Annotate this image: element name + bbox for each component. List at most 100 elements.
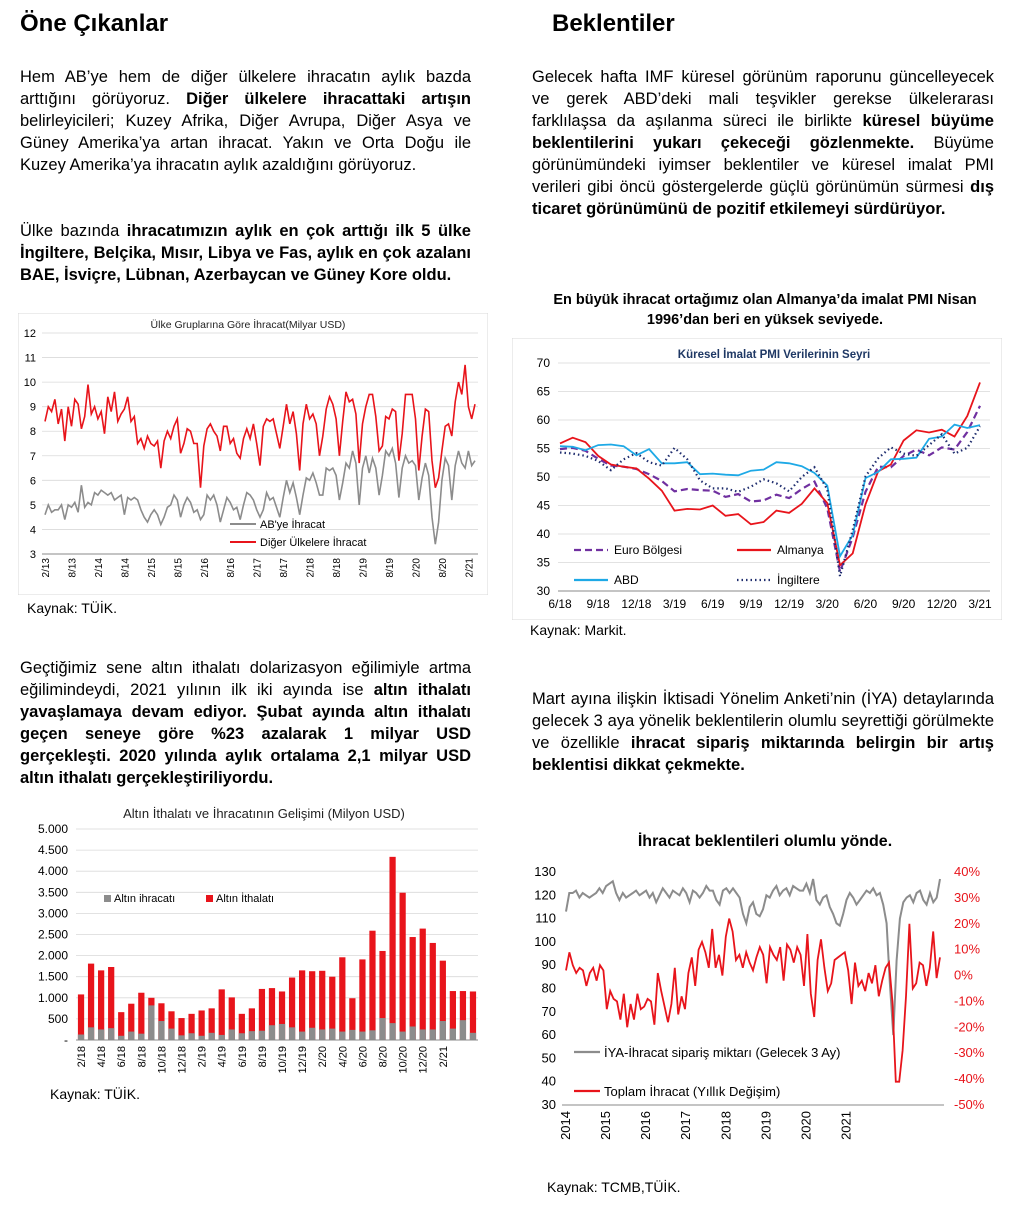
x-tick-label: 6/19 bbox=[237, 1046, 249, 1067]
y-tick-label: 9 bbox=[30, 402, 36, 414]
bar-gold-export bbox=[369, 1030, 376, 1040]
bold-text-run: ihracat sipariş miktarında belirgin bir … bbox=[532, 734, 994, 774]
bar-gold-export bbox=[349, 1029, 356, 1040]
chart-global-pmi: Küresel İmalat PMI Verilerinin Seyri 30 35… bbox=[512, 338, 1002, 620]
bar-gold-export bbox=[419, 1029, 426, 1040]
bar-gold-export bbox=[248, 1031, 255, 1040]
x-tick-label: 4/19 bbox=[217, 1046, 229, 1067]
x-tick-label: 4/20 bbox=[337, 1046, 349, 1067]
x-tick-label: 6/18 bbox=[548, 597, 572, 611]
y-right-tick-label: 10% bbox=[954, 942, 980, 957]
source-label: Kaynak: TCMB,TÜİK. bbox=[547, 1179, 681, 1195]
x-tick-label: 2/13 bbox=[41, 558, 52, 578]
bar-gold-export bbox=[98, 1029, 105, 1040]
y-tick-label: 4 bbox=[30, 524, 36, 536]
y-tick-label: 110 bbox=[535, 911, 556, 926]
bar-gold-export bbox=[439, 1021, 446, 1040]
bar-gold-import bbox=[419, 928, 426, 1040]
x-tick-label: 12/18 bbox=[621, 597, 651, 611]
bar-gold-import bbox=[319, 970, 326, 1040]
bar-gold-import bbox=[178, 1018, 185, 1040]
y-tick-label: 500 bbox=[48, 1012, 68, 1026]
y-right-tick-label: -20% bbox=[954, 1019, 985, 1034]
x-tick-label: 8/15 bbox=[173, 558, 184, 578]
y-tick-label: - bbox=[64, 1033, 68, 1047]
bar-gold-import bbox=[248, 1008, 255, 1040]
legend-label: AB'ye İhracat bbox=[260, 518, 325, 531]
bar-gold-import bbox=[459, 991, 467, 1040]
x-tick-label: 3/20 bbox=[816, 597, 840, 611]
bar-gold-import bbox=[409, 937, 416, 1040]
x-tick-label: 2/21 bbox=[438, 1046, 450, 1067]
bar-gold-import bbox=[168, 1011, 175, 1040]
y-tick-label: 40 bbox=[542, 1074, 556, 1089]
bar-gold-export bbox=[379, 1018, 386, 1040]
chart-gold-import-export: Altın İthalatı ve İhracatının Gelişimi (… bbox=[38, 806, 478, 1074]
bar-gold-import bbox=[278, 991, 286, 1040]
x-tick-label: 9/20 bbox=[892, 597, 916, 611]
bar-gold-export bbox=[409, 1026, 416, 1040]
x-tick-label: 2/17 bbox=[253, 558, 264, 578]
bar-gold-export bbox=[459, 1020, 467, 1040]
x-tick-label: 2/14 bbox=[94, 558, 105, 578]
series-line-euro-area bbox=[559, 405, 981, 576]
legend-label: Altın İthalatı bbox=[216, 892, 274, 905]
bar-gold-import bbox=[449, 991, 456, 1040]
y-tick-label: 5.000 bbox=[38, 822, 68, 836]
x-tick-label: 2014 bbox=[558, 1111, 573, 1140]
y-tick-label: 12 bbox=[24, 328, 36, 340]
bar-gold-import bbox=[128, 1003, 135, 1040]
y-tick-label: 1.000 bbox=[38, 991, 68, 1005]
bar-gold-export bbox=[299, 1031, 306, 1040]
y-right-tick-label: -30% bbox=[954, 1045, 985, 1060]
y-tick-label: 1.500 bbox=[38, 970, 68, 984]
x-tick-label: 2020 bbox=[798, 1111, 813, 1140]
chart-caption-export-expectations: İhracat beklentileri olumlu yönde. bbox=[637, 833, 893, 850]
legend-swatch bbox=[104, 895, 111, 902]
bar-gold-export bbox=[128, 1031, 135, 1040]
bar-gold-import bbox=[258, 988, 266, 1040]
x-tick-label: 8/18 bbox=[136, 1046, 148, 1067]
x-tick-label: 8/14 bbox=[120, 558, 131, 578]
bar-gold-import bbox=[228, 997, 235, 1040]
bold-text-run: küresel büyüme beklentilerini yukarı çek… bbox=[532, 112, 994, 152]
highlights-paragraph-1: Hem AB’ye hem de diğer ülkelere ihracatı… bbox=[20, 66, 471, 176]
bar-gold-import bbox=[268, 988, 276, 1040]
bar-gold-import bbox=[238, 1013, 245, 1040]
series-line-iya-export-orders bbox=[565, 878, 941, 1036]
text-run: Gelecek hafta IMF küresel görünüm raporu… bbox=[532, 68, 994, 130]
bar-gold-import bbox=[349, 998, 356, 1040]
y-tick-label: 55 bbox=[537, 442, 551, 456]
bar-gold-export bbox=[329, 1028, 336, 1040]
bar-gold-import bbox=[198, 1010, 205, 1040]
y-tick-label: 30 bbox=[542, 1097, 556, 1112]
bar-gold-export bbox=[138, 1033, 145, 1040]
bar-gold-import bbox=[138, 992, 145, 1040]
y-tick-label: 50 bbox=[542, 1050, 556, 1065]
bar-gold-export bbox=[288, 1027, 296, 1040]
y-tick-label: 60 bbox=[542, 1027, 556, 1042]
text-run: Ülke bazında bbox=[20, 222, 127, 240]
bar-gold-export bbox=[278, 1023, 286, 1040]
bar-gold-import bbox=[87, 963, 95, 1040]
y-tick-label: 100 bbox=[534, 934, 556, 949]
bar-gold-import bbox=[309, 971, 316, 1040]
y-tick-label: 8 bbox=[30, 426, 36, 438]
x-tick-label: 2/18 bbox=[76, 1046, 88, 1067]
x-tick-label: 8/19 bbox=[385, 558, 396, 578]
bar-gold-export bbox=[399, 1031, 406, 1040]
x-tick-label: 2/19 bbox=[359, 558, 370, 578]
x-tick-label: 8/20 bbox=[378, 1046, 390, 1067]
x-tick-label: 8/17 bbox=[279, 558, 290, 578]
x-tick-label: 9/18 bbox=[587, 597, 611, 611]
text-run: Büyüme görünümündeki iyimser beklentiler… bbox=[532, 134, 994, 196]
x-tick-label: 2/20 bbox=[411, 558, 422, 578]
bar-gold-export bbox=[118, 1035, 125, 1040]
source-label: Kaynak: Markit. bbox=[530, 622, 627, 638]
y-tick-label: 4.500 bbox=[38, 843, 68, 857]
y-right-tick-label: -40% bbox=[954, 1071, 985, 1086]
series-line-ab-exports bbox=[44, 445, 476, 545]
bar-gold-export bbox=[108, 1028, 115, 1040]
x-tick-label: 9/19 bbox=[739, 597, 763, 611]
source-label: Kaynak: TÜİK. bbox=[27, 600, 118, 616]
